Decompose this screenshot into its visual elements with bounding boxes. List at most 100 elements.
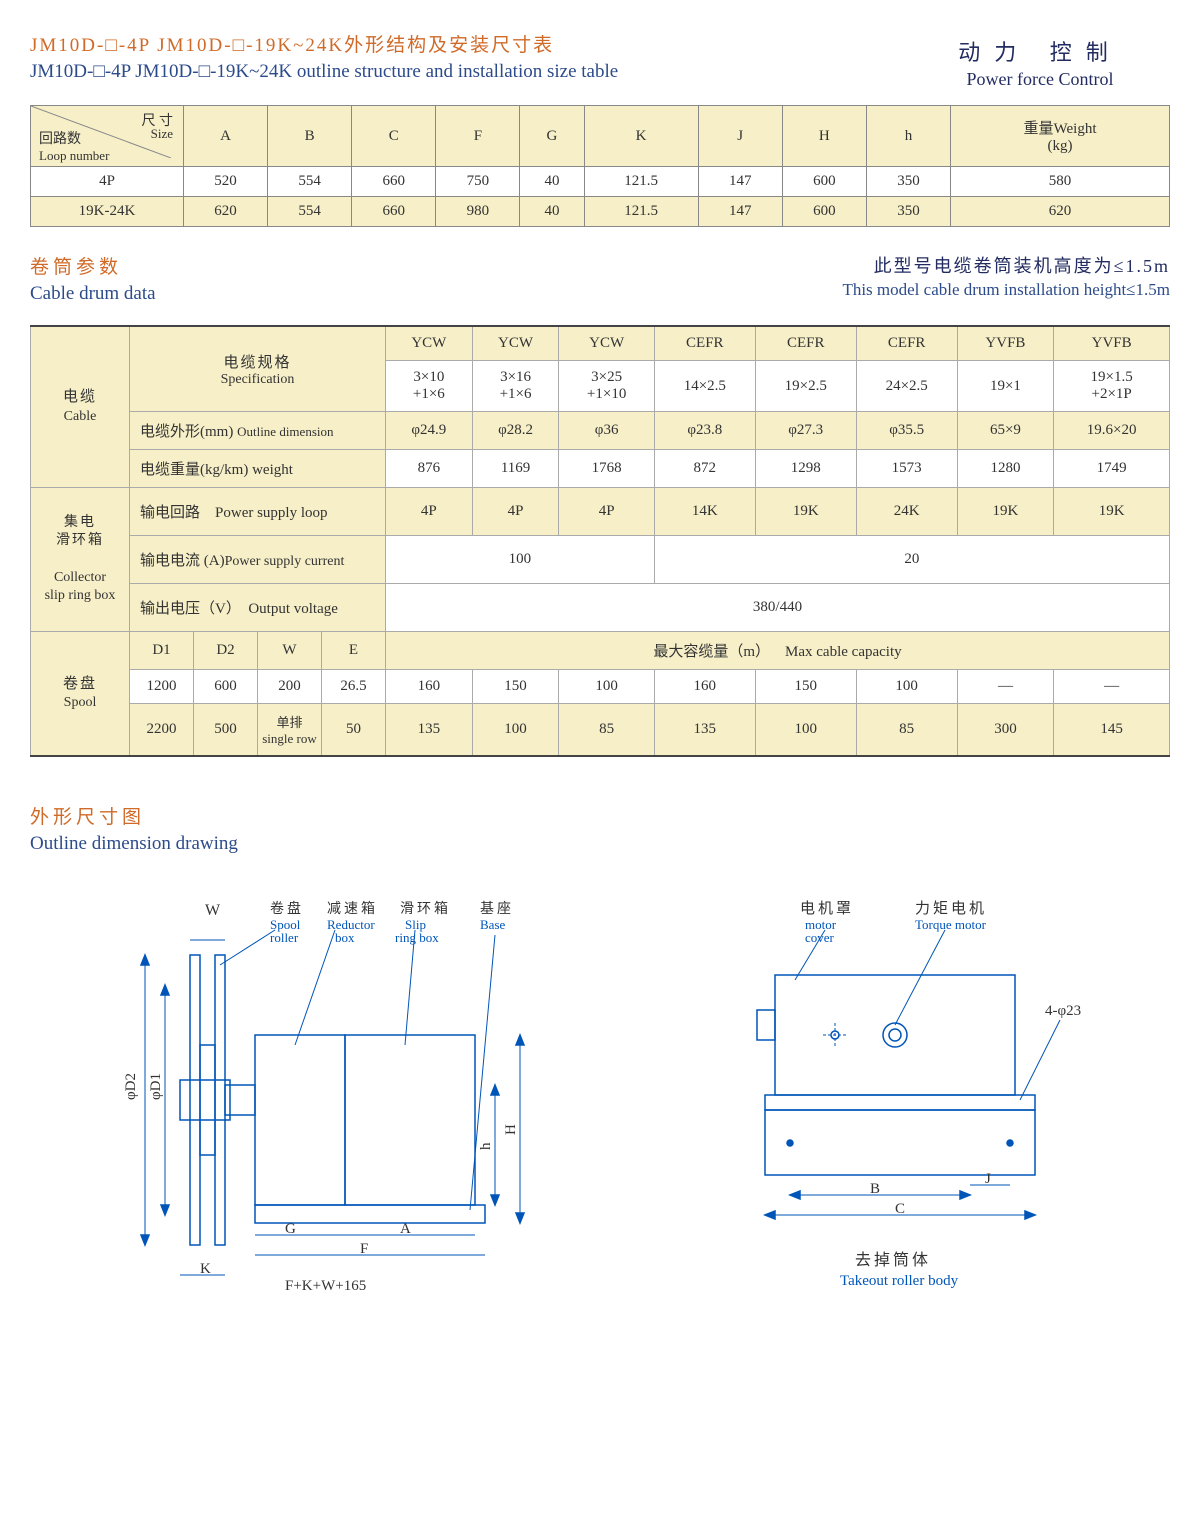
drawing-section: 外形尺寸图 Outline dimension drawing — [30, 802, 1170, 1310]
label-C: C — [895, 1201, 905, 1217]
size: 19×1 — [957, 361, 1054, 412]
current-cn: 输电电流 (A) — [140, 553, 225, 569]
cell: 65×9 — [957, 412, 1054, 450]
cell: 85 — [559, 704, 654, 757]
table-row: 4P 520 554 660 750 40 121.5 147 600 350 … — [31, 167, 1170, 197]
cell: 600 — [194, 670, 258, 704]
outline-en: Outline dimension — [237, 424, 333, 439]
cell: 600 — [782, 197, 866, 227]
cell: φ35.5 — [856, 412, 957, 450]
cable-weight-en: weight — [252, 462, 293, 478]
loop-cn: 输电回路 — [140, 505, 200, 521]
brand-block: 动力 控制 Power force Control — [910, 30, 1170, 90]
cell: 160 — [386, 670, 473, 704]
size: 3×25 +1×10 — [559, 361, 654, 412]
size: 14×2.5 — [654, 361, 755, 412]
cell: 100 — [856, 670, 957, 704]
cell: 26.5 — [322, 670, 386, 704]
cell: 554 — [268, 197, 352, 227]
drum-title-en: Cable drum data — [30, 283, 156, 305]
capacity-cn: 最大容缆量（m） — [653, 644, 770, 660]
cell: 40 — [520, 197, 584, 227]
capacity-label: 最大容缆量（m） Max cable capacity — [386, 632, 1170, 670]
corner-cell: 尺 寸 Size 回路数 Loop number — [31, 106, 184, 167]
label-J: J — [985, 1171, 991, 1187]
label-slip-en: Slipring box — [395, 917, 439, 945]
cell: 520 — [184, 167, 268, 197]
label-torque-cn: 力矩电机 — [915, 900, 987, 917]
size: 3×10 +1×6 — [386, 361, 473, 412]
collector-cn: 集电 滑环箱 — [35, 514, 125, 550]
current-label: 输电电流 (A)Power supply current — [130, 536, 386, 584]
collector-en: Collector slip ring box — [35, 569, 125, 605]
spec-en: Specification — [134, 372, 381, 388]
cell: φ27.3 — [755, 412, 856, 450]
col-A: A — [184, 106, 268, 167]
title-en: JM10D-□-4P JM10D-□-19K~24K outline struc… — [30, 61, 910, 83]
title-cn: JM10D-□-4P JM10D-□-19K~24K外形结构及安装尺寸表 — [30, 30, 910, 57]
drum-section-title: 卷筒参数 Cable drum data — [30, 252, 156, 305]
cell: 1573 — [856, 450, 957, 488]
cell: 135 — [654, 704, 755, 757]
cell: 2200 — [130, 704, 194, 757]
cell: 1280 — [957, 450, 1054, 488]
weight-en: Weight — [1054, 121, 1097, 137]
drawing-title-cn: 外形尺寸图 — [30, 802, 1170, 829]
drawings-container: W φD2 φD1 卷盘 Spoolroller 减速箱 Reductorbox… — [30, 885, 1170, 1310]
cell: 876 — [386, 450, 473, 488]
current-en: Power supply current — [225, 554, 345, 569]
cell: φ23.8 — [654, 412, 755, 450]
label-reductor-en: Reductorbox — [327, 917, 375, 945]
voltage-label: 输出电压（V） Output voltage — [130, 584, 386, 632]
capacity-en: Max cable capacity — [785, 644, 902, 660]
spool-hdr: W — [258, 632, 322, 670]
loop-cn: 回路数 — [39, 128, 81, 148]
label-A: A — [400, 1221, 411, 1237]
cell: 20 — [654, 536, 1169, 584]
outline-label: 电缆外形(mm) Outline dimension — [130, 412, 386, 450]
label-motor-cover-en: motorcover — [805, 917, 837, 945]
size: 3×16 +1×6 — [472, 361, 559, 412]
col-F: F — [436, 106, 520, 167]
cell: 147 — [698, 167, 782, 197]
label-bottom: F+K+W+165 — [285, 1278, 366, 1294]
cell: 4P — [559, 488, 654, 536]
label-D2: φD2 — [123, 1073, 139, 1100]
label-torque-en: Torque motor — [915, 917, 987, 932]
cable-weight-cn: 电缆重量(kg/km) — [140, 462, 248, 478]
cell: 300 — [957, 704, 1054, 757]
label-reductor-cn: 减速箱 — [327, 901, 378, 917]
label-holes: 4-φ23 — [1045, 1003, 1081, 1019]
cell: 19.6×20 — [1054, 412, 1170, 450]
cell: 145 — [1054, 704, 1170, 757]
weight-cn: 重量 — [1024, 121, 1054, 137]
label-H: H — [503, 1124, 519, 1135]
cell: 100 — [386, 536, 655, 584]
outline-drawing-left: W φD2 φD1 卷盘 Spoolroller 减速箱 Reductorbox… — [75, 885, 555, 1310]
col-G: G — [520, 106, 584, 167]
outline-cn: 电缆外形(mm) — [140, 424, 233, 440]
collector-label: 集电 滑环箱 Collector slip ring box — [31, 488, 130, 632]
cell: 600 — [782, 167, 866, 197]
spool-hdr: E — [322, 632, 386, 670]
cell: φ28.2 — [472, 412, 559, 450]
weight-unit: (kg) — [1048, 138, 1073, 154]
cell: — — [1054, 670, 1170, 704]
label-motor-cover-cn: 电机罩 — [800, 900, 854, 917]
label-slip-cn: 滑环箱 — [400, 900, 451, 917]
cell: 24K — [856, 488, 957, 536]
cell: 40 — [520, 167, 584, 197]
cell: 1200 — [130, 670, 194, 704]
cell: 500 — [194, 704, 258, 757]
cable-en: Cable — [35, 408, 125, 426]
voltage-cn: 输出电压（V） — [140, 601, 241, 617]
cell: 19K — [1054, 488, 1170, 536]
label-G: G — [285, 1221, 296, 1237]
type: CEFR — [856, 326, 957, 361]
drawing-svg-left: W φD2 φD1 卷盘 Spoolroller 减速箱 Reductorbox… — [75, 885, 555, 1305]
col-weight: 重量Weight(kg) — [951, 106, 1170, 167]
label-spool-en: Spoolroller — [270, 917, 301, 945]
note-cn: 此型号电缆卷筒装机高度为≤1.5m — [842, 252, 1170, 278]
type: YCW — [472, 326, 559, 361]
cell: 121.5 — [584, 197, 698, 227]
